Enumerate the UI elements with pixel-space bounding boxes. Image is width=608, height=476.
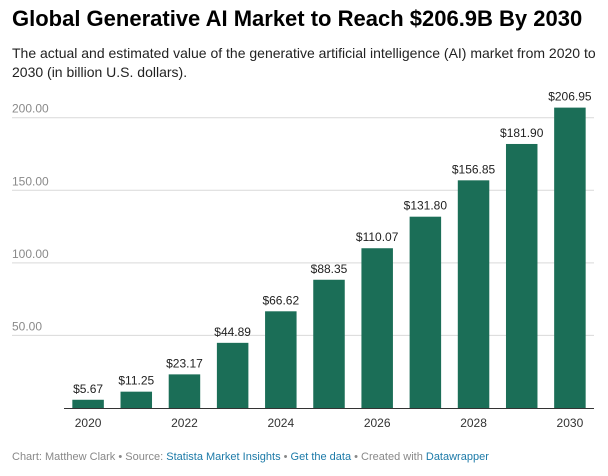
data-label: $5.67 bbox=[73, 382, 103, 396]
data-label: $206.95 bbox=[548, 90, 592, 104]
bar bbox=[168, 374, 201, 408]
footer-credit: Chart: Matthew Clark • Source: bbox=[12, 451, 167, 463]
footer-separator: • bbox=[280, 451, 291, 463]
y-tick-label: 150.00 bbox=[12, 174, 49, 188]
data-label: $156.85 bbox=[452, 162, 496, 176]
bar bbox=[120, 391, 153, 408]
chart-subtitle: The actual and estimated value of the ge… bbox=[12, 45, 596, 80]
bar bbox=[72, 399, 104, 408]
source-link[interactable]: Statista Market Insights bbox=[166, 451, 281, 463]
x-tick-label: 2020 bbox=[75, 416, 102, 430]
bar bbox=[265, 311, 297, 408]
bar bbox=[457, 180, 490, 408]
data-label: $44.89 bbox=[214, 325, 251, 339]
bar bbox=[313, 279, 345, 408]
footer-created-with: • Created with bbox=[351, 451, 426, 463]
x-tick-label: 2026 bbox=[364, 416, 391, 430]
x-tick-label: 2024 bbox=[267, 416, 294, 430]
chart-title: Global Generative AI Market to Reach $20… bbox=[12, 6, 583, 31]
data-label: $110.07 bbox=[356, 230, 399, 244]
chart-footer: Chart: Matthew Clark • Source: Statista … bbox=[12, 451, 489, 463]
bar bbox=[361, 248, 393, 408]
bar bbox=[505, 143, 538, 408]
y-tick-label: 50.00 bbox=[12, 319, 42, 333]
y-tick-label: 100.00 bbox=[12, 247, 49, 261]
x-tick-label: 2028 bbox=[460, 416, 487, 430]
bar bbox=[216, 342, 249, 408]
x-tick-label: 2022 bbox=[171, 416, 198, 430]
bar bbox=[554, 107, 586, 409]
data-label: $181.90 bbox=[500, 126, 544, 140]
bar bbox=[409, 216, 442, 408]
y-tick-label: 200.00 bbox=[12, 102, 49, 116]
data-label: $11.25 bbox=[118, 374, 154, 388]
get-data-link[interactable]: Get the data bbox=[290, 451, 352, 463]
data-label: $88.35 bbox=[311, 262, 348, 276]
data-label: $131.80 bbox=[404, 199, 448, 213]
bar-chart: $5.67 $11.25 $23.17 $44.89 $66.62 $88.35 $110.… bbox=[12, 90, 594, 430]
data-label: $23.17 bbox=[166, 356, 203, 370]
datawrapper-link[interactable]: Datawrapper bbox=[425, 451, 489, 463]
data-label: $66.62 bbox=[262, 293, 299, 307]
x-tick-label: 2030 bbox=[557, 416, 584, 430]
